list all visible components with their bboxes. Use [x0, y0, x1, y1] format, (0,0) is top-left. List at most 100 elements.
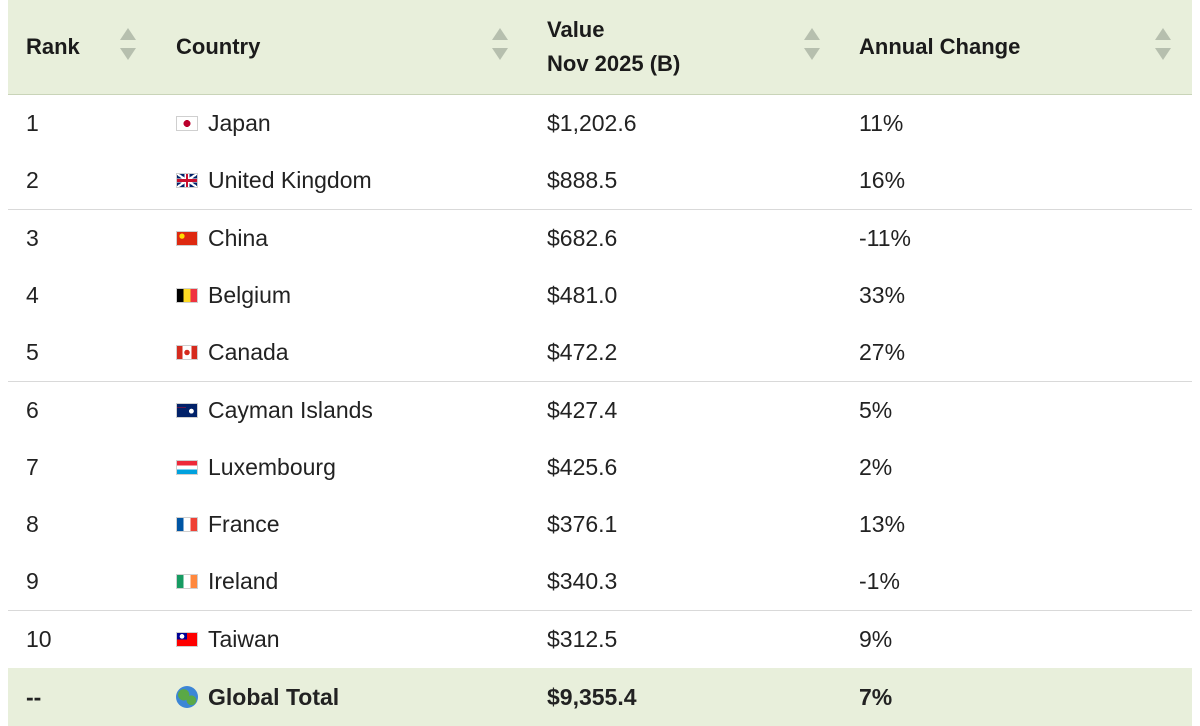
annual-change-cell: 33%: [859, 267, 905, 324]
annual-change-cell-text: 11%: [859, 110, 904, 136]
header-value-line2: Nov 2025 (B): [547, 51, 681, 76]
country-cell-text: China: [208, 224, 269, 251]
country-cell-text: Ireland: [208, 568, 279, 595]
value-cell: $425.6: [547, 439, 617, 496]
annual-change-cell-text: -1%: [859, 568, 900, 595]
belgium-flag-icon: [176, 287, 198, 303]
value-cell-text: $312.5: [547, 625, 618, 652]
rank-cell-text: 5: [26, 339, 39, 366]
table-row: 1 Japan $1,202.6 11%: [8, 95, 1192, 153]
annual-change-cell: 27%: [859, 324, 905, 381]
total-annual-change-cell: 7%: [859, 668, 892, 726]
rank-cell-text: 4: [26, 281, 39, 308]
annual-change-cell: 11%: [859, 95, 903, 152]
annual-change-cell-text: 16%: [859, 167, 906, 194]
annual-change-cell: 5%: [859, 382, 892, 439]
table-row: 6 Cayman Islands $427.4 5%: [8, 381, 1192, 440]
value-cell-text: $472.2: [547, 339, 618, 366]
rank-cell: 5: [26, 324, 39, 381]
globe-icon: [176, 686, 198, 708]
value-cell-text: $481.0: [547, 281, 618, 308]
china-flag-icon: [176, 230, 198, 246]
rank-cell: 6: [26, 382, 39, 439]
value-cell-text: $888.5: [547, 167, 618, 194]
table-header: Rank Country Value Nov 2025 (B) Annual C…: [8, 0, 1192, 95]
table-row: 2 United Kingdom $888.5 16%: [8, 152, 1192, 211]
table-row: 3 China $682.6 -11%: [8, 209, 1192, 268]
annual-change-cell: 9%: [859, 611, 892, 668]
cayman-islands-flag-icon: [176, 402, 198, 418]
annual-change-cell-text: -11%: [859, 224, 911, 251]
country-cell-text: Taiwan: [208, 625, 280, 652]
value-cell: $472.2: [547, 324, 617, 381]
taiwan-flag-icon: [176, 631, 198, 647]
annual-change-cell-text: 13%: [859, 511, 906, 538]
rank-cell-text: 1: [26, 110, 39, 136]
sort-value-icon[interactable]: [804, 28, 820, 66]
table-row: 5 Canada $472.2 27%: [8, 324, 1192, 383]
country-cell: Luxembourg: [176, 439, 336, 496]
rank-cell-text: 8: [26, 511, 39, 538]
sort-country-icon[interactable]: [492, 28, 508, 66]
annual-change-cell-text: 27%: [859, 339, 906, 366]
table-row: 9 Ireland $340.3 -1%: [8, 553, 1192, 612]
header-value-line1: Value: [547, 17, 605, 42]
total-annual-change-cell-text: 7%: [859, 683, 893, 710]
total-value-cell: $9,355.4: [547, 668, 637, 726]
country-cell: Japan: [176, 95, 271, 152]
rank-cell-text: 2: [26, 167, 39, 194]
table-row: 10 Taiwan $312.5 9%: [8, 610, 1192, 669]
value-cell-text: $1,202.6: [547, 110, 637, 136]
country-cell: Taiwan: [176, 611, 280, 668]
france-flag-icon: [176, 517, 198, 533]
total-value-cell-text: $9,355.4: [547, 683, 637, 710]
country-cell-text: Canada: [208, 339, 289, 366]
header-annual-change-label: Annual Change: [859, 34, 1021, 59]
header-annual-change[interactable]: Annual Change: [859, 0, 1020, 94]
rank-cell: 10: [26, 611, 52, 668]
rank-cell-text: 9: [26, 568, 39, 595]
country-cell: Cayman Islands: [176, 382, 373, 439]
japan-flag-icon: [176, 116, 198, 131]
annual-change-cell-text: 9%: [859, 625, 893, 652]
country-cell-text: United Kingdom: [208, 167, 372, 194]
country-cell-text: Luxembourg: [208, 453, 336, 480]
country-cell: France: [176, 496, 280, 553]
header-country-label: Country: [176, 34, 261, 59]
header-rank-label: Rank: [26, 34, 80, 59]
total-row: -- Global Total $9,355.4 7%: [8, 668, 1192, 726]
value-cell: $427.4: [547, 382, 617, 439]
rank-cell-text: 7: [26, 453, 39, 480]
table-row: 4 Belgium $481.0 33%: [8, 266, 1192, 325]
canada-flag-icon: [176, 345, 198, 361]
country-cell-text: Belgium: [208, 281, 292, 308]
value-cell: $1,202.6: [547, 95, 637, 152]
table-row: 8 France $376.1 13%: [8, 496, 1192, 555]
value-cell: $376.1: [547, 496, 617, 553]
rank-cell-text: 3: [26, 224, 39, 251]
uk-flag-icon: [176, 173, 198, 189]
value-cell-text: $376.1: [547, 511, 618, 538]
sort-annual-change-icon[interactable]: [1155, 28, 1171, 66]
value-cell: $481.0: [547, 267, 617, 324]
rank-cell-text: 6: [26, 396, 39, 423]
rank-cell: 4: [26, 267, 39, 324]
annual-change-cell: 2%: [859, 439, 892, 496]
header-rank[interactable]: Rank: [26, 0, 80, 94]
annual-change-cell: -1%: [859, 553, 900, 610]
value-cell: $312.5: [547, 611, 617, 668]
total-country-cell-text: Global Total: [208, 683, 340, 710]
header-value[interactable]: Value Nov 2025 (B): [547, 0, 680, 94]
country-cell-text: Japan: [208, 110, 271, 136]
country-cell: Ireland: [176, 553, 278, 610]
sort-rank-icon[interactable]: [120, 28, 136, 66]
country-cell: Belgium: [176, 267, 291, 324]
rank-cell: 7: [26, 439, 39, 496]
value-cell-text: $425.6: [547, 453, 618, 480]
annual-change-cell-text: 2%: [859, 453, 893, 480]
annual-change-cell-text: 33%: [859, 281, 906, 308]
country-cell: United Kingdom: [176, 152, 372, 209]
header-country[interactable]: Country: [176, 0, 260, 94]
rank-cell: 3: [26, 210, 39, 267]
table-row: 7 Luxembourg $425.6 2%: [8, 438, 1192, 497]
